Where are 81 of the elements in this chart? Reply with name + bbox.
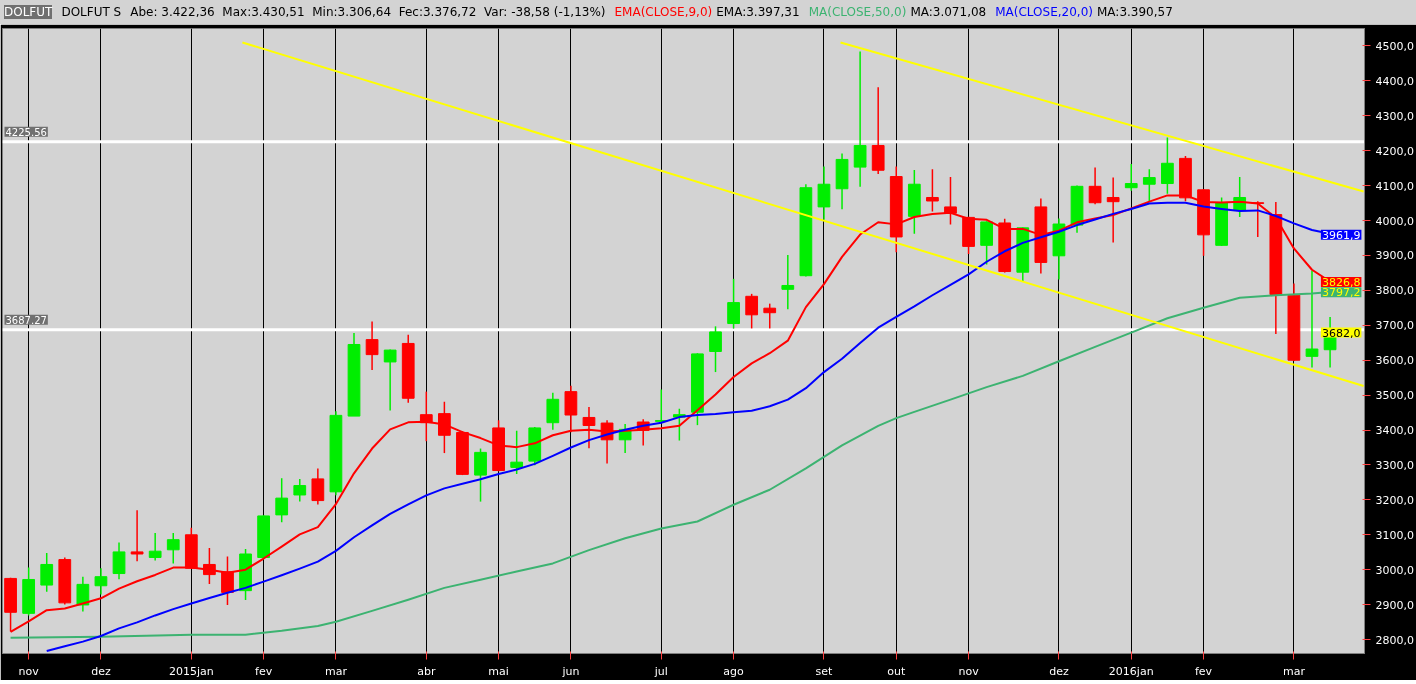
candlestick [1161, 136, 1174, 195]
x-tick-label: mar [324, 664, 348, 678]
candlestick [817, 165, 831, 221]
candlestick [40, 552, 54, 593]
x-tick-label: fev [1194, 664, 1213, 678]
x-tick-label: mai [488, 664, 509, 678]
candlestick [926, 168, 939, 213]
x-tick-label: out [887, 664, 906, 678]
y-tick-label: 3400,0 [1375, 424, 1414, 438]
y-tick-label: 4200,0 [1375, 144, 1414, 158]
candlestick [365, 320, 379, 371]
text: EMA:3.397,31 [716, 5, 800, 19]
y-tick-label: 3700,0 [1375, 319, 1414, 333]
candlestick [781, 254, 795, 310]
y-tick-label: 4400,0 [1375, 74, 1414, 88]
x-tick-label: nov [18, 664, 40, 678]
candlestick [148, 532, 162, 562]
candlestick [383, 348, 397, 412]
y-tick-label: 3100,0 [1375, 528, 1414, 542]
candlestick [112, 541, 126, 580]
text: MA:3.071,08 [910, 5, 987, 19]
x-tick-label: dez [91, 664, 111, 678]
candlestick [293, 478, 307, 503]
text: MA(CLOSE,50,0) [808, 5, 907, 19]
y-tick-label: 2900,0 [1375, 598, 1414, 612]
candlestick [853, 50, 867, 188]
candlestick [763, 302, 777, 330]
candlestick [727, 278, 740, 330]
candlestick [166, 532, 180, 565]
y-tick-label: 4000,0 [1375, 214, 1414, 228]
candlestick [76, 575, 90, 613]
x-tick-label: mar [1282, 664, 1306, 678]
text: MA(CLOSE,20,0) [995, 5, 1093, 19]
x-tick-label: ago [723, 664, 745, 678]
x-tick-label: nov [958, 664, 980, 678]
candlestick [311, 467, 325, 506]
candlestick [438, 401, 451, 454]
ref-line-label: 4225.56 [5, 126, 47, 138]
annotation: 3961,9 [1321, 228, 1361, 242]
annotation: 3682,0 [1321, 326, 1361, 340]
x-tick-label: 2016jan [1108, 664, 1154, 678]
y-tick-label: 4300,0 [1375, 109, 1414, 123]
candlestick [1088, 166, 1102, 205]
candlestick [510, 429, 524, 475]
chart-title: DOLFUT S [61, 5, 122, 19]
candlestick [582, 406, 596, 449]
y-tick-label: 3900,0 [1375, 249, 1414, 263]
candlestick [474, 447, 487, 503]
y-tick-label: 3500,0 [1375, 389, 1414, 403]
x-tick-label: jul [653, 664, 668, 678]
text: EMA(CLOSE,9,0) [614, 5, 713, 19]
candlestick [130, 509, 144, 563]
ref-line-label: 3687.27 [5, 314, 47, 326]
candlestick [709, 325, 722, 373]
x-tick-label: jun [561, 664, 580, 678]
y-tick-label: 3600,0 [1375, 354, 1414, 368]
candlestick [546, 391, 560, 431]
y-tick-label: 4100,0 [1375, 179, 1414, 193]
annotation: 3797,2 [1321, 286, 1361, 300]
candlestick [980, 220, 994, 266]
x-tick-label: set [815, 664, 834, 678]
candlestick [745, 293, 759, 330]
x-tick-label: abr [417, 664, 436, 678]
y-tick-label: 4500,0 [1375, 39, 1414, 53]
candlestick [275, 477, 289, 523]
x-tick-label: fev [255, 664, 273, 678]
y-tick-label: 3200,0 [1375, 493, 1414, 507]
y-tick-label: 3800,0 [1375, 284, 1414, 298]
y-tick-label: 2800,0 [1375, 633, 1414, 647]
candlestick [94, 567, 108, 596]
annotation: 3826,8 [1321, 276, 1361, 290]
candlestick [564, 384, 578, 433]
y-tick-label: 3000,0 [1375, 563, 1414, 577]
candlestick [1305, 269, 1319, 369]
x-tick-label: dez [1049, 664, 1069, 678]
candlestick [1142, 168, 1156, 203]
x-tick-label: 2015jan [168, 664, 214, 678]
candlestick [1124, 163, 1138, 192]
text: MA:3.390,57 [1096, 5, 1173, 19]
y-tick-label: 3300,0 [1375, 458, 1414, 472]
chart-subtitle: Abe: 3.422,36 Max:3.430,51 Min:3.306,64 Fec:3.376,72 Var: -38,58 (-1,13%) [130, 5, 606, 19]
